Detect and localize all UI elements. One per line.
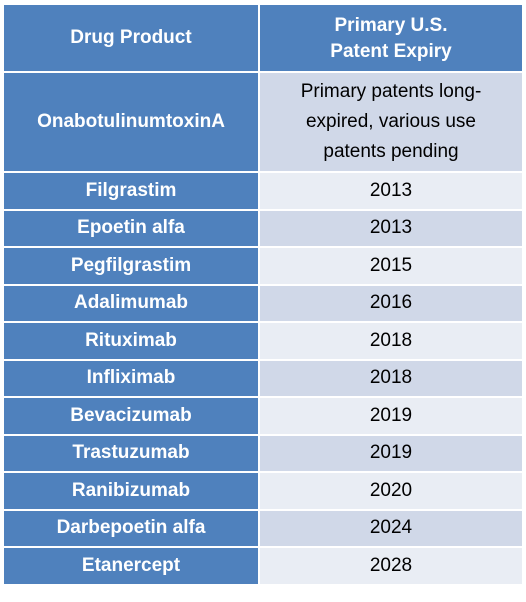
expiry-cell: Primary patents long-expired, various us… (260, 73, 522, 171)
table-row: Ranibizumab 2020 (4, 473, 522, 509)
table-row: Filgrastim 2013 (4, 173, 522, 209)
expiry-cell: 2019 (260, 398, 522, 434)
expiry-cell: 2013 (260, 210, 522, 246)
header-drug-product: Drug Product (4, 5, 258, 71)
expiry-cell: 2016 (260, 285, 522, 321)
table-row: Bevacizumab 2019 (4, 398, 522, 434)
drug-cell: Etanercept (4, 548, 258, 584)
table-row: Trastuzumab 2019 (4, 435, 522, 471)
expiry-cell: 2019 (260, 435, 522, 471)
header-patent-expiry-line2: Patent Expiry (330, 41, 452, 62)
table-row: Infliximab 2018 (4, 360, 522, 396)
table-header-row: Drug Product Primary U.S. Patent Expiry (4, 5, 522, 71)
drug-cell: Darbepoetin alfa (4, 510, 258, 546)
table-row: Rituximab 2018 (4, 323, 522, 359)
expiry-cell: 2018 (260, 323, 522, 359)
drug-cell: Trastuzumab (4, 435, 258, 471)
expiry-cell: 2013 (260, 173, 522, 209)
header-patent-expiry: Primary U.S. Patent Expiry (260, 5, 522, 71)
drug-cell: Ranibizumab (4, 473, 258, 509)
table-row: Darbepoetin alfa 2024 (4, 510, 522, 546)
expiry-cell: 2024 (260, 510, 522, 546)
expiry-cell: 2015 (260, 248, 522, 284)
drug-cell: Adalimumab (4, 285, 258, 321)
drug-cell: Bevacizumab (4, 398, 258, 434)
expiry-text: Primary patents long-expired, various us… (300, 81, 482, 162)
table-row: Epoetin alfa 2013 (4, 210, 522, 246)
drug-cell: Rituximab (4, 323, 258, 359)
drug-cell: Pegfilgrastim (4, 248, 258, 284)
drug-cell: Filgrastim (4, 173, 258, 209)
drug-cell: OnabotulinumtoxinA (4, 73, 258, 171)
table-row: OnabotulinumtoxinA Primary patents long-… (4, 73, 522, 171)
table-row: Pegfilgrastim 2015 (4, 248, 522, 284)
table-row: Etanercept 2028 (4, 548, 522, 584)
expiry-cell: 2018 (260, 360, 522, 396)
drug-cell: Epoetin alfa (4, 210, 258, 246)
patent-expiry-table: Drug Product Primary U.S. Patent Expiry … (2, 3, 524, 586)
table-row: Adalimumab 2016 (4, 285, 522, 321)
drug-cell: Infliximab (4, 360, 258, 396)
expiry-cell: 2028 (260, 548, 522, 584)
expiry-cell: 2020 (260, 473, 522, 509)
header-patent-expiry-line1: Primary U.S. (334, 15, 448, 36)
